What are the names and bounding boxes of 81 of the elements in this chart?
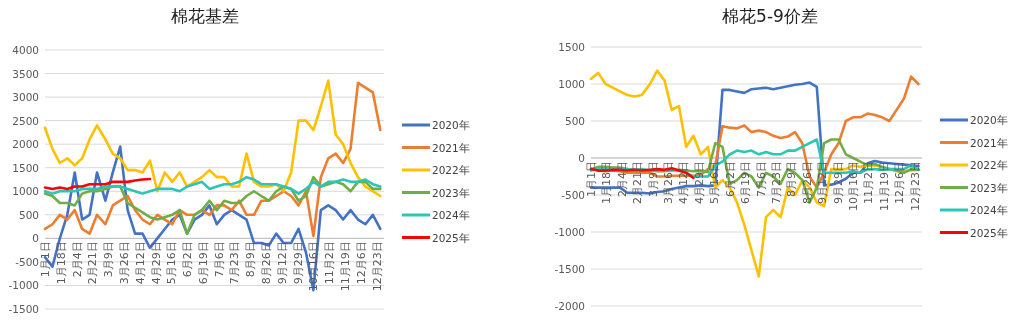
x-tick-label: 9月12日 xyxy=(275,241,289,285)
x-tick-label: 10月16日 xyxy=(847,161,861,211)
legend-label: 2020年 xyxy=(432,119,470,131)
x-tick-label: 9月29日 xyxy=(291,241,305,285)
y-tick-label: -1500 xyxy=(8,303,39,315)
x-tick-label: 10月16日 xyxy=(307,241,321,292)
y-tick-label: 1000 xyxy=(558,78,585,90)
legend-label: 2023年 xyxy=(432,186,470,199)
x-tick-label: 1月18日 xyxy=(600,161,614,204)
legend-label: 2024年 xyxy=(970,204,1008,216)
x-tick-label: 2月4日 xyxy=(615,161,629,197)
legend-label: 2020年 xyxy=(970,114,1008,126)
y-tick-label: 500 xyxy=(564,115,585,127)
x-tick-label: 1月1日 xyxy=(39,241,52,278)
y-tick-label: 1500 xyxy=(558,41,585,53)
line-series xyxy=(43,177,152,191)
x-tick-label: 6月2日 xyxy=(181,241,195,278)
x-tick-label: 11月19日 xyxy=(877,161,891,211)
x-tick-label: 4月12日 xyxy=(677,161,691,204)
x-tick-label: 7月23日 xyxy=(228,241,242,285)
x-tick-label: 6月19日 xyxy=(739,161,753,204)
x-tick-label: 5月16日 xyxy=(708,161,722,204)
x-tick-label: 3月26日 xyxy=(662,161,676,204)
y-tick-label: 2500 xyxy=(12,114,39,127)
y-tick-label: 500 xyxy=(18,208,39,221)
x-tick-label: 2月21日 xyxy=(631,161,645,204)
legend-label: 2021年 xyxy=(432,141,470,154)
y-tick-label: 0 xyxy=(578,152,585,164)
chart-title: 棉花基差 xyxy=(171,6,239,26)
y-tick-label: 1500 xyxy=(12,161,39,174)
x-tick-label: 1月18日 xyxy=(54,241,68,285)
x-tick-label: 11月19日 xyxy=(338,241,352,292)
x-tick-label: 3月26日 xyxy=(117,241,131,285)
x-tick-label: 8月9日 xyxy=(244,241,258,278)
y-tick-label: -1500 xyxy=(554,263,585,275)
y-tick-label: -500 xyxy=(15,255,39,268)
y-tick-label: -1000 xyxy=(554,226,585,238)
y-tick-label: 1000 xyxy=(12,185,39,198)
line-series xyxy=(43,175,382,195)
x-tick-label: 12月23日 xyxy=(908,161,922,211)
legend-label: 2022年 xyxy=(970,159,1008,171)
legend-label: 2025年 xyxy=(970,226,1008,239)
x-tick-label: 11月2日 xyxy=(862,161,876,204)
legend-label: 2025年 xyxy=(432,231,470,244)
legend-label: 2023年 xyxy=(970,181,1008,194)
chart-title: 棉花5-9价差 xyxy=(722,6,818,26)
x-tick-label: 6月19日 xyxy=(196,241,210,285)
x-tick-label: 7月23日 xyxy=(770,161,783,204)
x-tick-label: 7月6日 xyxy=(212,241,226,278)
legend-label: 2021年 xyxy=(970,136,1008,149)
y-tick-label: 3000 xyxy=(12,91,39,104)
x-tick-label: 1月1日 xyxy=(585,161,598,197)
x-tick-label: 6月2日 xyxy=(723,161,737,197)
x-tick-label: 8月26日 xyxy=(260,241,274,285)
y-tick-label: -500 xyxy=(561,189,585,201)
y-tick-label: 4000 xyxy=(12,44,39,56)
x-tick-label: 2月4日 xyxy=(70,241,84,278)
y-tick-label: -1000 xyxy=(8,279,39,292)
y-tick-label: 2000 xyxy=(12,138,39,151)
x-tick-label: 8月9日 xyxy=(785,161,799,197)
legend-label: 2022年 xyxy=(432,164,470,176)
x-tick-label: 4月29日 xyxy=(149,241,163,285)
y-tick-label: 0 xyxy=(32,232,39,245)
x-tick-label: 8月26日 xyxy=(800,161,814,204)
x-tick-label: 4月29日 xyxy=(692,161,706,204)
x-tick-label: 12月6日 xyxy=(893,161,907,204)
x-tick-label: 9月29日 xyxy=(831,161,845,204)
x-tick-label: 7月6日 xyxy=(754,161,768,197)
x-tick-label: 11月2日 xyxy=(323,241,337,285)
line-series xyxy=(43,79,382,198)
x-tick-label: 4月12日 xyxy=(133,241,147,285)
y-tick-label: 3500 xyxy=(12,67,39,80)
y-tick-label: -2000 xyxy=(554,300,585,312)
x-tick-label: 2月21日 xyxy=(86,241,100,285)
x-tick-label: 9月12日 xyxy=(816,161,830,204)
x-tick-label: 12月23日 xyxy=(370,241,384,292)
legend-label: 2024年 xyxy=(432,209,470,221)
x-tick-label: 12月6日 xyxy=(354,241,368,285)
x-tick-label: 3月9日 xyxy=(102,241,116,278)
x-tick-label: 5月16日 xyxy=(165,241,179,285)
x-tick-label: 3月9日 xyxy=(646,161,660,197)
